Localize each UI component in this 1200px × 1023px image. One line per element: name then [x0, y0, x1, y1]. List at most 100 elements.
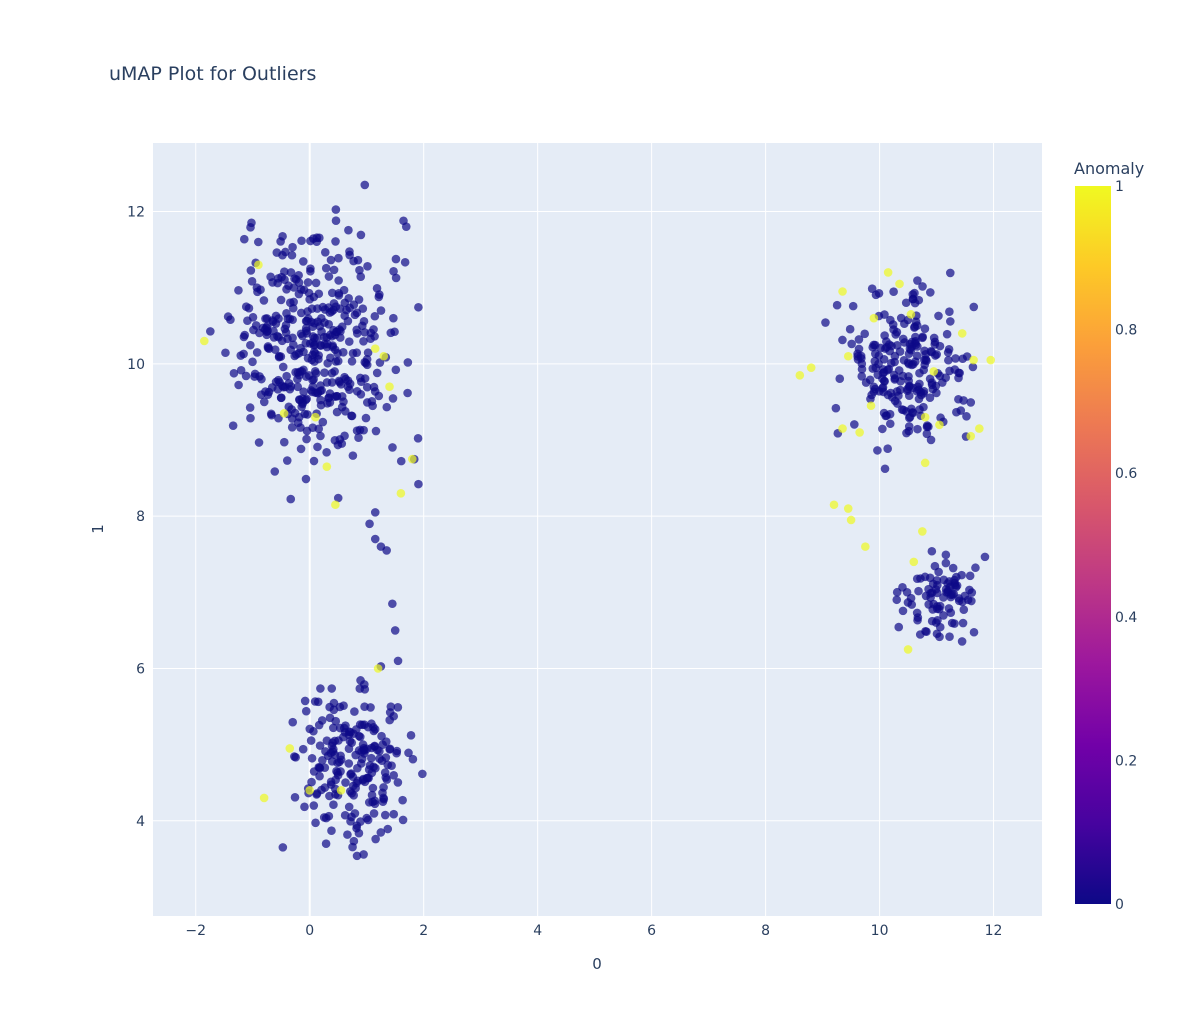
anomaly-point [843, 351, 853, 361]
normal-point [913, 424, 922, 434]
normal-point [299, 387, 308, 397]
normal-point [341, 778, 350, 787]
normal-point [310, 357, 319, 366]
normal-point [356, 272, 366, 281]
normal-point [914, 295, 924, 305]
normal-point [288, 242, 297, 252]
normal-point [367, 753, 376, 763]
normal-point [282, 456, 292, 465]
normal-point [346, 817, 355, 826]
normal-point [300, 802, 309, 812]
anomaly-point [379, 351, 389, 361]
anomaly-point [903, 645, 913, 654]
anomaly-point [866, 401, 876, 411]
normal-point [935, 601, 945, 611]
normal-point [350, 809, 360, 818]
normal-point [389, 809, 399, 819]
normal-point [330, 736, 340, 746]
normal-point [329, 265, 339, 275]
normal-point [343, 316, 353, 326]
normal-point [356, 373, 365, 383]
normal-point [284, 281, 293, 290]
normal-point [831, 403, 841, 413]
normal-point [325, 398, 335, 407]
normal-point [911, 332, 920, 342]
normal-point [942, 329, 952, 339]
normal-point [382, 775, 392, 784]
normal-point [388, 394, 398, 403]
normal-point [246, 223, 255, 232]
normal-point [228, 421, 238, 430]
normal-point [246, 413, 255, 423]
normal-point [880, 464, 890, 474]
normal-point [349, 256, 358, 266]
normal-point [256, 390, 266, 399]
anomaly-point [407, 454, 417, 464]
normal-point [925, 393, 935, 403]
normal-point [285, 298, 295, 308]
normal-point [352, 851, 362, 861]
normal-point [408, 754, 418, 764]
normal-point [856, 351, 866, 361]
y-tick-label: 8 [136, 509, 145, 525]
normal-point [885, 419, 895, 429]
normal-point [251, 321, 261, 330]
normal-point [308, 332, 318, 341]
normal-point [286, 382, 296, 391]
normal-point [375, 746, 384, 756]
normal-point [368, 783, 378, 793]
normal-point [226, 315, 235, 325]
normal-point [290, 408, 300, 418]
anomaly-point [855, 428, 864, 437]
normal-point [305, 724, 315, 734]
normal-point [867, 284, 877, 294]
normal-point [880, 310, 889, 319]
normal-point [375, 358, 385, 367]
normal-point [294, 349, 304, 358]
normal-point [925, 374, 935, 384]
anomaly-point [909, 557, 919, 567]
normal-point [850, 420, 859, 429]
normal-point [946, 608, 956, 617]
normal-point [246, 266, 256, 275]
normal-point [922, 429, 932, 439]
normal-point [400, 257, 410, 267]
normal-point [236, 351, 246, 360]
colorbar-tick-label: 0.8 [1115, 323, 1137, 339]
normal-point [353, 763, 362, 773]
normal-point [329, 723, 338, 733]
normal-point [344, 225, 353, 235]
normal-point [339, 701, 348, 710]
normal-point [887, 341, 896, 351]
anomaly-point [259, 793, 269, 803]
x-tick-label: 2 [419, 923, 428, 939]
normal-point [336, 767, 345, 776]
normal-point [912, 321, 922, 330]
normal-point [319, 813, 329, 822]
normal-point [263, 343, 273, 353]
normal-point [370, 508, 380, 517]
normal-point [898, 334, 908, 344]
normal-point [297, 236, 306, 246]
normal-point [945, 317, 955, 326]
x-tick-label: 8 [761, 923, 770, 939]
normal-point [365, 519, 374, 529]
normal-point [239, 332, 249, 342]
normal-point [320, 247, 330, 257]
normal-point [239, 234, 249, 244]
x-axis-title: 0 [592, 955, 602, 973]
normal-point [857, 372, 867, 381]
normal-point [327, 288, 337, 298]
normal-point [980, 552, 990, 562]
normal-point [382, 546, 391, 555]
normal-point [321, 839, 331, 849]
normal-point [310, 697, 320, 706]
normal-point [947, 618, 957, 628]
normal-point [845, 324, 855, 334]
normal-point [255, 372, 264, 381]
y-axis-ticks: 4 6 8 10 12 [127, 205, 145, 830]
normal-point [904, 376, 913, 386]
normal-point [932, 388, 941, 398]
normal-point [374, 292, 384, 302]
normal-point [848, 301, 858, 311]
